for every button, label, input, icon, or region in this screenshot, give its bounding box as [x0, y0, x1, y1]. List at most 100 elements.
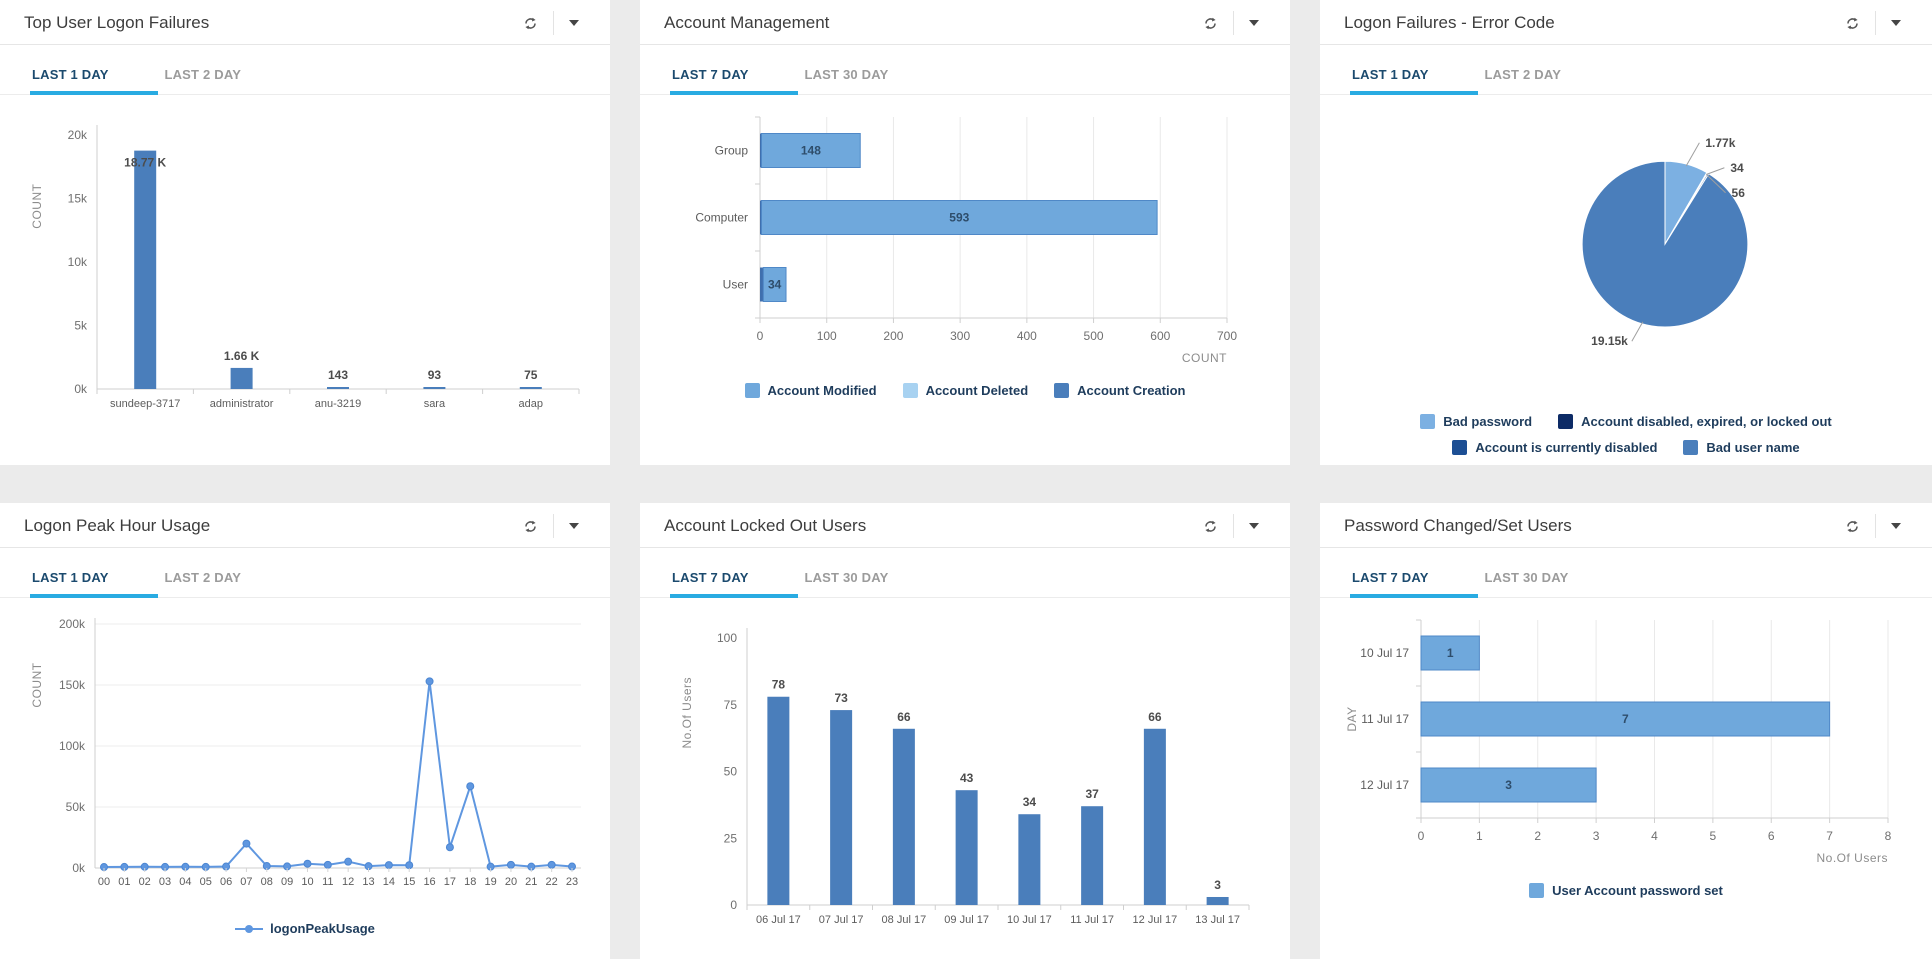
bar-value-label: 34	[1023, 795, 1037, 809]
legend-item[interactable]: User Account password set	[1529, 882, 1723, 900]
data-point[interactable]	[506, 860, 515, 869]
bar[interactable]	[1018, 814, 1041, 905]
y-category-label: 11 Jul 17	[1361, 712, 1409, 726]
tab-last-2-day[interactable]: LAST 2 DAY	[164, 67, 242, 82]
chart-canvas: 0k 50k 100k 150k 200k 00 01 02 03 04 05 06 07 08 09 10 1…	[30, 617, 581, 888]
refresh-button[interactable]	[1830, 12, 1875, 35]
x-tick-label: 01	[118, 876, 130, 888]
data-point[interactable]	[466, 782, 475, 791]
tab-last-7-day[interactable]: LAST 7 DAY	[670, 63, 798, 95]
panel-account-management: Account Management LAST 7 DAY LAST 30 DA…	[640, 0, 1290, 465]
data-point[interactable]	[242, 839, 251, 848]
panel-menu-button[interactable]	[1234, 16, 1274, 30]
panel-title: Password Changed/Set Users	[1344, 516, 1572, 535]
panel-menu-button[interactable]	[554, 519, 594, 533]
data-point[interactable]	[405, 861, 414, 870]
refresh-button[interactable]	[508, 12, 553, 35]
tab-last-30-day[interactable]: LAST 30 DAY	[1484, 570, 1569, 585]
bar[interactable]	[767, 696, 790, 905]
tab-last-30-day[interactable]: LAST 30 DAY	[804, 570, 889, 585]
bar[interactable]	[1081, 806, 1104, 905]
tab-last-30-day[interactable]: LAST 30 DAY	[804, 67, 889, 82]
bar-value-label: 18.77 K	[124, 156, 166, 170]
pie-slice[interactable]	[1581, 160, 1749, 328]
tab-last-1-day[interactable]: LAST 1 DAY	[1350, 63, 1478, 95]
bar[interactable]	[1206, 896, 1229, 905]
data-point[interactable]	[547, 860, 556, 869]
legend-item[interactable]: Bad user name	[1683, 439, 1800, 457]
bar-segment[interactable]	[760, 267, 764, 302]
tab-last-2-day[interactable]: LAST 2 DAY	[164, 570, 242, 585]
header-divider	[1233, 11, 1234, 35]
pie-value-label: 34	[1730, 161, 1744, 175]
bar[interactable]	[892, 728, 915, 905]
bar[interactable]	[1420, 701, 1831, 737]
legend-item[interactable]: Account Creation	[1054, 382, 1185, 400]
label-line	[1706, 167, 1725, 175]
panel-menu-button[interactable]	[554, 16, 594, 30]
data-point[interactable]	[425, 677, 434, 686]
y-axis-title: COUNT	[30, 662, 44, 707]
x-tick-label: 00	[98, 876, 110, 888]
bar[interactable]	[1420, 767, 1597, 803]
x-tick-label: 22	[546, 876, 558, 888]
tab-last-1-day[interactable]: LAST 1 DAY	[30, 63, 158, 95]
data-point[interactable]	[323, 860, 332, 869]
bar[interactable]	[230, 367, 253, 389]
panel-header: Account Locked Out Users	[640, 503, 1290, 548]
data-point[interactable]	[303, 859, 312, 868]
bar[interactable]	[830, 710, 853, 905]
refresh-button[interactable]	[1830, 515, 1875, 538]
x-tick-label: 06	[220, 876, 232, 888]
x-tick-label: 09	[281, 876, 293, 888]
legend-item[interactable]: Account is currently disabled	[1452, 439, 1657, 457]
bar-segment[interactable]	[761, 200, 1158, 235]
x-tick-label: 4	[1651, 829, 1658, 843]
panel-top-user-logon-failures: Top User Logon Failures LAST 1 DAY LAST …	[0, 0, 610, 465]
data-point[interactable]	[384, 861, 393, 870]
y-tick-label: 15k	[68, 192, 88, 206]
legend-item[interactable]: Account disabled, expired, or locked out	[1558, 413, 1832, 431]
header-divider	[1875, 514, 1876, 538]
legend-item[interactable]: Account Modified	[744, 382, 877, 400]
bar[interactable]	[423, 387, 446, 389]
legend-item[interactable]: Account Deleted	[902, 382, 1028, 400]
bar[interactable]	[327, 387, 349, 389]
panel-menu-button[interactable]	[1876, 16, 1916, 30]
data-point[interactable]	[344, 857, 353, 866]
y-tick-label: 0k	[74, 382, 88, 396]
tab-last-7-day[interactable]: LAST 7 DAY	[670, 566, 798, 598]
bar[interactable]	[1143, 728, 1166, 905]
panel-menu-button[interactable]	[1234, 519, 1274, 533]
y-tick-label: 100k	[59, 739, 86, 753]
refresh-button[interactable]	[1188, 12, 1233, 35]
tab-last-2-day[interactable]: LAST 2 DAY	[1484, 67, 1562, 82]
chart-legend: Account Modified Account Deleted Account C…	[640, 382, 1290, 408]
x-category-label: 10 Jul 17	[1007, 914, 1052, 926]
bar[interactable]	[519, 387, 542, 389]
bar-segment[interactable]	[762, 267, 787, 302]
segment-value-label: 148	[801, 144, 821, 158]
bar[interactable]	[955, 790, 978, 905]
x-axis-title: No.Of Users	[1816, 851, 1888, 865]
chart-legend: Bad password Account disabled, expired, o…	[1356, 413, 1896, 465]
chevron-down-icon	[569, 20, 579, 26]
legend-item[interactable]: logonPeakUsage	[235, 920, 375, 938]
bar[interactable]	[134, 150, 157, 389]
refresh-button[interactable]	[508, 515, 553, 538]
y-tick-label: 10k	[68, 255, 88, 269]
chart-canvas: 0 25 50 75 100 78 06 Jul 17 73 07 Jul 17 66 08 Jul…	[680, 628, 1250, 926]
tab-last-7-day[interactable]: LAST 7 DAY	[1350, 566, 1478, 598]
legend-item[interactable]: Bad password	[1420, 413, 1532, 431]
data-point[interactable]	[445, 843, 454, 852]
bar-segment[interactable]	[760, 133, 762, 168]
bar-segment[interactable]	[760, 200, 762, 235]
bar-segment[interactable]	[761, 133, 861, 168]
panel-header: Logon Peak Hour Usage	[0, 503, 610, 548]
panel-menu-button[interactable]	[1876, 519, 1916, 533]
x-category-label: 13 Jul 17	[1195, 914, 1240, 926]
bar[interactable]	[1420, 635, 1480, 671]
bar-value-label: 66	[897, 710, 911, 724]
tab-last-1-day[interactable]: LAST 1 DAY	[30, 566, 158, 598]
refresh-button[interactable]	[1188, 515, 1233, 538]
